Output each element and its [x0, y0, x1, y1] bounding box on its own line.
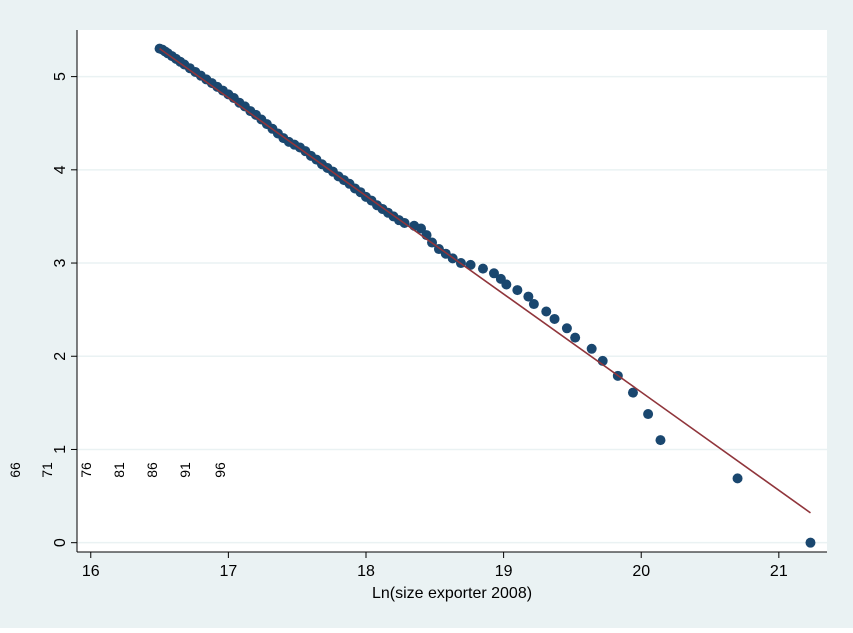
scatter-point [549, 313, 560, 324]
extra-label-66: 66 [7, 462, 23, 478]
x-tick-label-21: 21 [770, 563, 788, 580]
x-tick-label-17: 17 [219, 563, 237, 580]
extra-label-71: 71 [39, 462, 55, 478]
extra-label-76: 76 [78, 462, 94, 478]
scatter-point [627, 387, 638, 398]
scatter-point [501, 279, 512, 290]
scatter-point [805, 537, 816, 548]
extra-label-81: 81 [111, 462, 127, 478]
scatter-point [586, 343, 597, 354]
scatter-point [512, 285, 523, 296]
x-tick-label-19: 19 [495, 563, 513, 580]
fit-line-layer [159, 47, 811, 514]
extra-label-86: 86 [144, 462, 160, 478]
scatter-point [541, 306, 552, 317]
scatter-point [488, 268, 499, 279]
scatter-point [570, 332, 581, 343]
fitted-line [159, 47, 811, 514]
extra-label-96: 96 [212, 462, 228, 478]
x-tick-label-16: 16 [82, 563, 100, 580]
scatter-point [477, 263, 488, 274]
axes [76, 30, 827, 553]
scatter-point [528, 299, 539, 310]
y-tick-label-5: 5 [52, 72, 69, 81]
extra-label-91: 91 [177, 462, 193, 478]
scatter-point [561, 323, 572, 334]
scatter-point [655, 435, 666, 446]
y-tick-label-0: 0 [52, 538, 69, 547]
data-points [154, 43, 816, 548]
y-tick-label-3: 3 [52, 258, 69, 267]
x-tick-label-20: 20 [632, 563, 650, 580]
x-tick-label-18: 18 [357, 563, 375, 580]
scatter-point [416, 223, 427, 234]
y-axis-ticks: 0 1 2 3 4 5 [52, 72, 77, 547]
scatter-point [523, 291, 534, 302]
y-tick-label-4: 4 [52, 165, 69, 174]
x-axis-ticks: 16 17 18 19 20 21 [82, 552, 788, 580]
scatter-point [643, 409, 654, 420]
x-axis-title: Ln(size exporter 2008) [372, 585, 532, 602]
scatter-point [465, 259, 476, 270]
y-tick-label-2: 2 [52, 352, 69, 361]
plot-area [77, 30, 827, 552]
y-tick-label-1: 1 [52, 445, 69, 454]
scatter-point [732, 473, 743, 484]
rotated-extra-labels: 66 71 76 81 86 91 96 [7, 462, 228, 478]
